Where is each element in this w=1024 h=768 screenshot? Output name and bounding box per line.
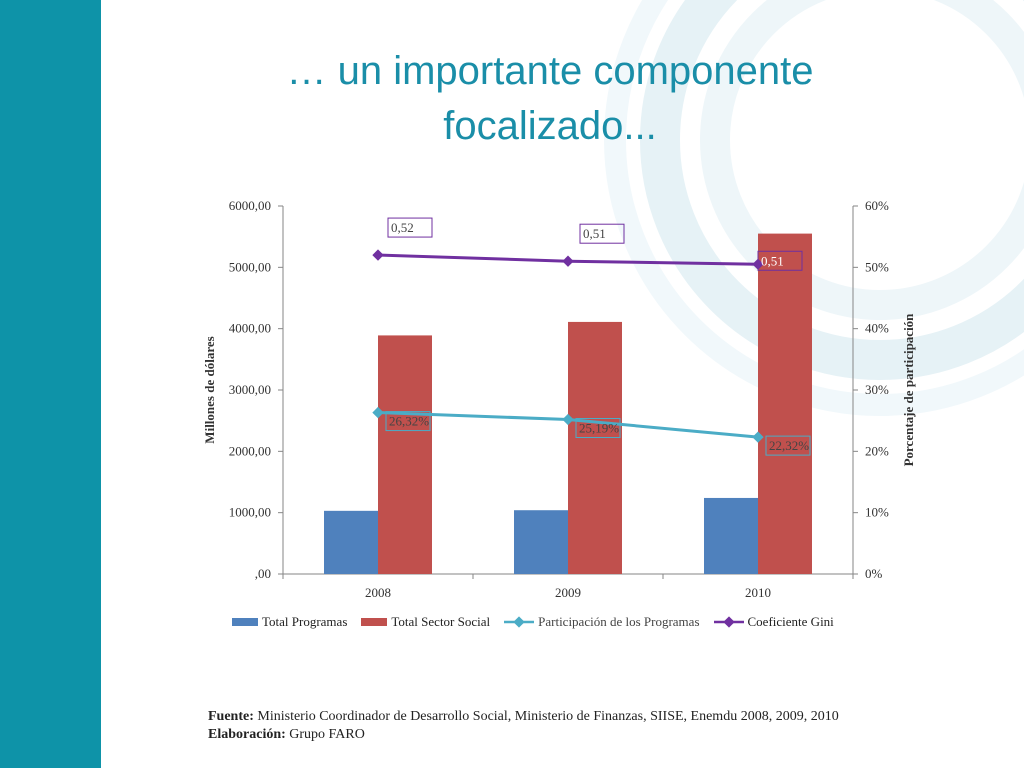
data-label-participación-de-los-programas: 26,32% xyxy=(389,414,429,429)
point-participación-de-los-programas xyxy=(752,431,764,443)
bar-total-programas xyxy=(514,510,568,574)
legend-label-gini: Coeficiente Gini xyxy=(747,614,834,629)
legend-item-participacion: Participación de los Programas xyxy=(504,614,700,630)
data-label-box-coeficiente-gini xyxy=(757,250,803,271)
fuente-text: Ministerio Coordinador de Desarrollo Soc… xyxy=(257,709,839,724)
data-label-coeficiente-gini: 0,51 xyxy=(761,253,784,268)
fuente-label: Fuente: xyxy=(208,709,254,724)
legend-label-total-sector-social: Total Sector Social xyxy=(391,614,491,629)
data-label-box-participación-de-los-programas xyxy=(385,411,431,432)
elaboracion-label: Elaboración: xyxy=(208,727,286,742)
data-label-coeficiente-gini: 0,52 xyxy=(391,220,414,235)
slide-title: … un importante componente focalizado... xyxy=(150,44,950,154)
bar-total-programas xyxy=(704,497,758,574)
bar-total-programas xyxy=(324,510,378,574)
slide-title-line1: … un importante componente xyxy=(286,49,814,93)
legend-swatch-total-programas xyxy=(232,618,258,626)
point-coeficiente-gini xyxy=(562,255,574,267)
y-tick-label-left: 3000,00 xyxy=(229,382,271,397)
y-axis-title-left: Millones de dólares xyxy=(202,336,217,443)
sidebar-band xyxy=(0,0,101,768)
data-label-participación-de-los-programas: 25,19% xyxy=(579,421,619,436)
y-tick-label-right: 40% xyxy=(865,321,889,336)
y-tick-label-right: 0% xyxy=(865,566,883,581)
x-tick-label: 2008 xyxy=(365,585,391,600)
y-tick-label-right: 30% xyxy=(865,382,889,397)
x-tick-label: 2010 xyxy=(745,585,771,600)
legend-item-total-programas: Total Programas xyxy=(232,614,347,630)
y-tick-label-right: 60% xyxy=(865,198,889,213)
y-tick-label-left: 6000,00 xyxy=(229,198,271,213)
bar-total-sector-social xyxy=(568,321,622,574)
legend-swatch-gini xyxy=(713,616,744,628)
point-participación-de-los-programas xyxy=(562,413,574,426)
chart-legend: Total Programas Total Sector Social Part… xyxy=(232,612,848,632)
legend-label-total-programas: Total Programas xyxy=(262,614,348,629)
bar-total-sector-social xyxy=(378,335,432,574)
elaboracion-text: Grupo FARO xyxy=(289,727,365,742)
data-label-box-coeficiente-gini xyxy=(387,217,433,238)
bar-total-sector-social xyxy=(758,233,812,574)
y-tick-label-right: 50% xyxy=(865,259,889,274)
data-label-box-participación-de-los-programas xyxy=(575,418,621,439)
y-tick-label-right: 10% xyxy=(865,505,889,520)
y-tick-label-right: 20% xyxy=(865,443,889,458)
source-line-elaboracion: Elaboración: Grupo FARO xyxy=(208,726,839,744)
legend-item-gini: Coeficiente Gini xyxy=(713,614,834,630)
y-tick-label-left: ,00 xyxy=(255,566,271,581)
y-tick-label-left: 4000,00 xyxy=(229,321,271,336)
point-participación-de-los-programas xyxy=(372,406,384,419)
y-tick-label-left: 5000,00 xyxy=(229,259,271,274)
point-coeficiente-gini xyxy=(372,249,384,261)
y-axis-title-right: Porcentaje de participación xyxy=(901,313,916,467)
x-tick-label: 2009 xyxy=(555,585,581,600)
legend-swatch-total-sector-social xyxy=(361,618,388,626)
data-label-participación-de-los-programas: 22,32% xyxy=(769,438,809,453)
legend-item-total-sector-social: Total Sector Social xyxy=(361,614,490,630)
data-label-box-coeficiente-gini xyxy=(579,223,625,244)
source-note: Fuente: Ministerio Coordinador de Desarr… xyxy=(208,708,839,744)
source-line-fuente: Fuente: Ministerio Coordinador de Desarr… xyxy=(208,708,839,726)
y-tick-label-left: 2000,00 xyxy=(229,443,271,458)
legend-label-participacion: Participación de los Programas xyxy=(538,614,700,629)
data-label-coeficiente-gini: 0,51 xyxy=(583,226,606,241)
y-tick-label-left: 1000,00 xyxy=(229,505,271,520)
slide-title-line2: focalizado... xyxy=(443,104,657,148)
legend-swatch-participacion xyxy=(504,616,535,628)
data-label-box-participación-de-los-programas xyxy=(765,435,811,456)
